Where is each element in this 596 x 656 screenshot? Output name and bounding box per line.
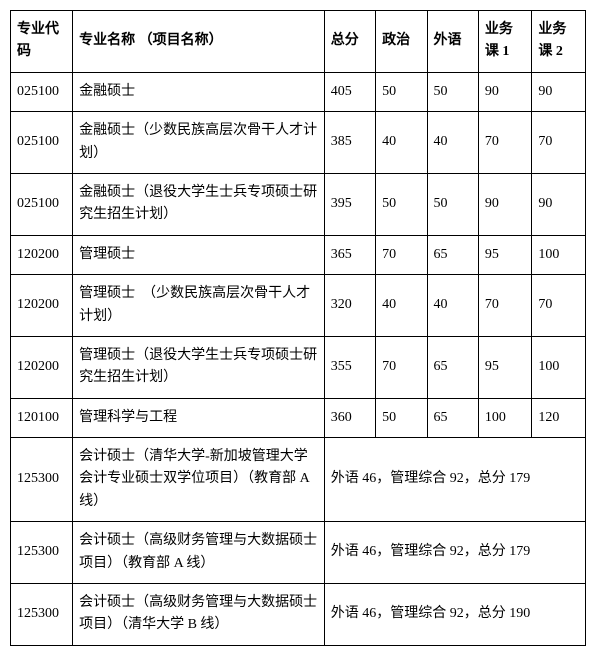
cell-course1: 95 (478, 336, 532, 398)
cell-politics: 40 (376, 275, 427, 337)
cell-name: 管理科学与工程 (73, 398, 325, 437)
cell-code: 120100 (11, 398, 73, 437)
cell-code: 025100 (11, 173, 73, 235)
header-foreign: 外语 (427, 11, 478, 73)
cell-name: 会计硕士（清华大学-新加坡管理大学会计专业硕士双学位项目）（教育部 A 线） (73, 438, 325, 522)
header-politics: 政治 (376, 11, 427, 73)
cell-foreign: 50 (427, 173, 478, 235)
cell-course2: 70 (532, 112, 586, 174)
cell-foreign: 65 (427, 235, 478, 274)
cell-merged-note: 外语 46，管理综合 92，总分 179 (324, 438, 585, 522)
table-row: 120200管理硕士365706595100 (11, 235, 586, 274)
cell-total: 355 (324, 336, 375, 398)
cell-name: 会计硕士（高级财务管理与大数据硕士项目）（清华大学 B 线） (73, 584, 325, 646)
header-name: 专业名称 （项目名称） (73, 11, 325, 73)
cell-name: 会计硕士（高级财务管理与大数据硕士项目）（教育部 A 线） (73, 522, 325, 584)
cell-code: 120200 (11, 275, 73, 337)
cell-foreign: 40 (427, 275, 478, 337)
cell-course1: 100 (478, 398, 532, 437)
cell-course2: 90 (532, 72, 586, 111)
cell-code: 025100 (11, 72, 73, 111)
cell-merged-note: 外语 46，管理综合 92，总分 179 (324, 522, 585, 584)
cell-foreign: 40 (427, 112, 478, 174)
cell-total: 405 (324, 72, 375, 111)
cell-total: 395 (324, 173, 375, 235)
cell-course2: 100 (532, 235, 586, 274)
cell-foreign: 65 (427, 336, 478, 398)
cell-foreign: 65 (427, 398, 478, 437)
cell-politics: 50 (376, 173, 427, 235)
cell-politics: 40 (376, 112, 427, 174)
cell-politics: 50 (376, 398, 427, 437)
cell-course1: 70 (478, 275, 532, 337)
table-row-merged: 125300会计硕士（清华大学-新加坡管理大学会计专业硕士双学位项目）（教育部 … (11, 438, 586, 522)
table-body: 025100金融硕士40550509090025100金融硕士（少数民族高层次骨… (11, 72, 586, 645)
cell-course1: 95 (478, 235, 532, 274)
cell-code: 125300 (11, 438, 73, 522)
table-row: 025100金融硕士（退役大学生士兵专项硕士研究生招生计划）3955050909… (11, 173, 586, 235)
cell-total: 365 (324, 235, 375, 274)
cell-name: 金融硕士（少数民族高层次骨干人才计划） (73, 112, 325, 174)
table-row: 025100金融硕士40550509090 (11, 72, 586, 111)
header-code: 专业代码 (11, 11, 73, 73)
cell-code: 025100 (11, 112, 73, 174)
cell-course2: 120 (532, 398, 586, 437)
table-row: 120200管理硕士（退役大学生士兵专项硕士研究生招生计划）3557065951… (11, 336, 586, 398)
table-row-merged: 125300会计硕士（高级财务管理与大数据硕士项目）（教育部 A 线）外语 46… (11, 522, 586, 584)
cell-merged-note: 外语 46，管理综合 92，总分 190 (324, 584, 585, 646)
cell-course1: 90 (478, 173, 532, 235)
header-course1: 业务课 1 (478, 11, 532, 73)
cell-total: 320 (324, 275, 375, 337)
cell-name: 金融硕士（退役大学生士兵专项硕士研究生招生计划） (73, 173, 325, 235)
header-course2: 业务课 2 (532, 11, 586, 73)
cell-name: 金融硕士 (73, 72, 325, 111)
cell-total: 360 (324, 398, 375, 437)
cell-code: 125300 (11, 584, 73, 646)
cell-total: 385 (324, 112, 375, 174)
cell-politics: 70 (376, 336, 427, 398)
cell-politics: 70 (376, 235, 427, 274)
cell-name: 管理硕士（退役大学生士兵专项硕士研究生招生计划） (73, 336, 325, 398)
cell-course1: 90 (478, 72, 532, 111)
cell-code: 120200 (11, 336, 73, 398)
table-row: 120100管理科学与工程3605065100120 (11, 398, 586, 437)
cell-name: 管理硕士 (73, 235, 325, 274)
cell-course1: 70 (478, 112, 532, 174)
cell-name: 管理硕士 （少数民族高层次骨干人才计划） (73, 275, 325, 337)
cell-code: 125300 (11, 522, 73, 584)
cell-code: 120200 (11, 235, 73, 274)
cell-course2: 70 (532, 275, 586, 337)
header-total: 总分 (324, 11, 375, 73)
cell-course2: 90 (532, 173, 586, 235)
table-row: 025100金融硕士（少数民族高层次骨干人才计划）38540407070 (11, 112, 586, 174)
cell-course2: 100 (532, 336, 586, 398)
header-row: 专业代码 专业名称 （项目名称） 总分 政治 外语 业务课 1 业务课 2 (11, 11, 586, 73)
table-row: 120200管理硕士 （少数民族高层次骨干人才计划）32040407070 (11, 275, 586, 337)
cell-foreign: 50 (427, 72, 478, 111)
table-row-merged: 125300会计硕士（高级财务管理与大数据硕士项目）（清华大学 B 线）外语 4… (11, 584, 586, 646)
cell-politics: 50 (376, 72, 427, 111)
score-table: 专业代码 专业名称 （项目名称） 总分 政治 外语 业务课 1 业务课 2 02… (10, 10, 586, 646)
